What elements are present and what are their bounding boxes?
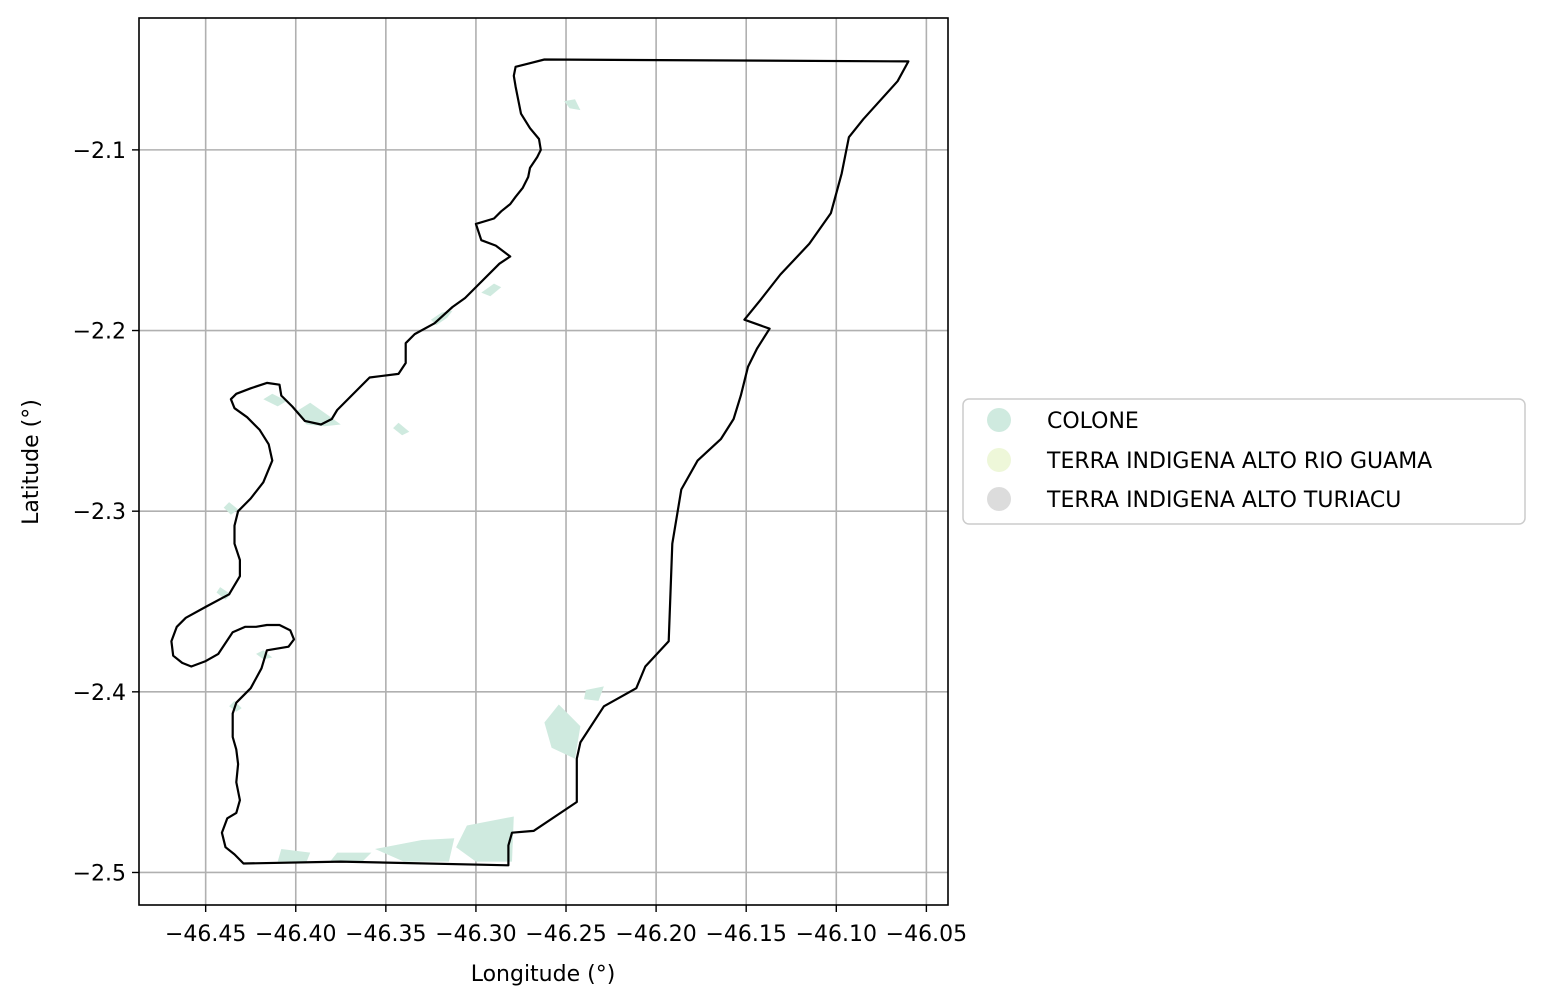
land-polygon-colone (216, 587, 231, 600)
land-polygon-colone (564, 99, 581, 111)
x-tick-label: −46.05 (886, 922, 967, 947)
land-polygon-colone (544, 704, 581, 759)
legend-marker-alto-rio-guama (987, 448, 1011, 472)
municipality-boundary (170, 58, 910, 867)
x-axis-label: Longitude (°) (471, 962, 616, 987)
y-tick-label: −2.2 (73, 320, 126, 345)
legend: COLONE TERRA INDIGENA ALTO RIO GUAMA TER… (962, 398, 1526, 525)
legend-label-alto-rio-guama: TERRA INDIGENA ALTO RIO GUAMA (1046, 449, 1432, 474)
x-tick-label: −46.15 (705, 922, 786, 947)
land-polygon-colone (375, 838, 455, 862)
legend-label-alto-turiacu: TERRA INDIGENA ALTO TURIACU (1046, 488, 1401, 513)
land-polygon-colone (393, 422, 410, 436)
land-polygon-colone (481, 283, 502, 297)
y-tick-label: −2.5 (73, 861, 126, 886)
x-axis-ticks: −46.45 −46.40 −46.35 −46.30 −46.25 −46.20 −46.… (165, 905, 967, 947)
land-polygon-colone (584, 686, 604, 701)
y-axis-label: Latitude (°) (19, 399, 44, 525)
y-tick-label: −2.3 (73, 500, 126, 525)
land-polygon-colone (223, 502, 239, 515)
legend-label-colone: COLONE (1047, 409, 1139, 434)
land-use-polygons (216, 99, 604, 862)
legend-marker-colone (987, 408, 1011, 432)
legend-marker-alto-turiacu (987, 487, 1011, 511)
land-polygon-colone (256, 650, 273, 660)
land-polygon-colone (277, 849, 311, 862)
y-axis-ticks: −2.1 −2.2 −2.3 −2.4 −2.5 (73, 139, 139, 886)
x-tick-label: −46.30 (435, 922, 516, 947)
grid-lines (139, 18, 948, 905)
x-tick-label: −46.20 (615, 922, 696, 947)
legend-box (962, 398, 1526, 525)
x-tick-label: −46.45 (165, 922, 246, 947)
land-polygon-colone (456, 816, 514, 862)
y-tick-label: −2.1 (73, 139, 126, 164)
y-tick-label: −2.4 (73, 681, 126, 706)
x-tick-label: −46.40 (255, 922, 336, 947)
x-tick-label: −46.35 (345, 922, 426, 947)
plot-frame (138, 17, 949, 906)
x-tick-label: −46.10 (796, 922, 877, 947)
land-polygon-colone (263, 393, 287, 407)
x-tick-label: −46.25 (525, 922, 606, 947)
land-polygon-colone (330, 852, 372, 862)
